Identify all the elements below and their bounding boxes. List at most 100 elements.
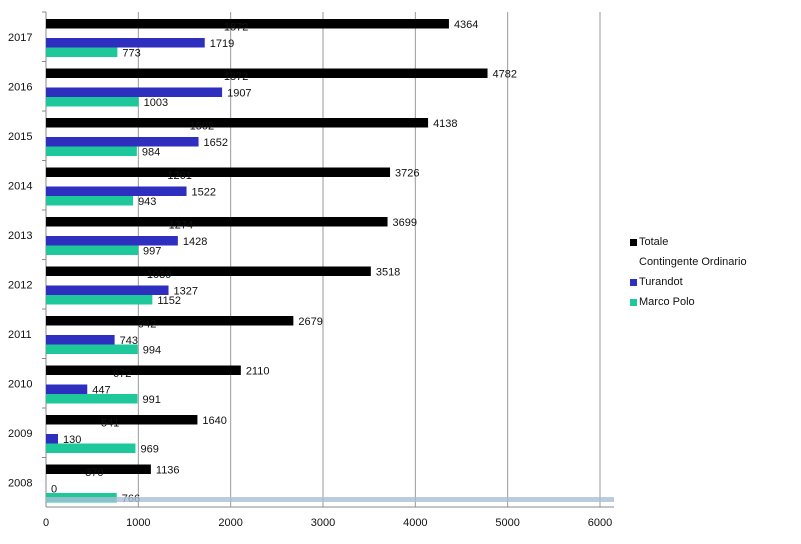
data-label: 1872 xyxy=(224,71,248,83)
legend-swatch xyxy=(630,298,637,306)
data-label: 942 xyxy=(138,319,156,331)
x-tick-label: 4000 xyxy=(403,517,427,529)
y-tick-label: 2017 xyxy=(8,32,32,44)
bar-marco-polo xyxy=(46,344,138,354)
bar-turandot xyxy=(46,38,205,48)
bar-marco-polo xyxy=(46,245,139,255)
data-label: 773 xyxy=(122,47,140,59)
bar-marco-polo xyxy=(46,443,136,453)
legend-label: Totale xyxy=(639,236,669,248)
legend-swatch xyxy=(630,238,637,246)
data-label: 1039 xyxy=(147,269,171,281)
y-tick-label: 2008 xyxy=(8,477,32,489)
data-label: 1428 xyxy=(183,236,207,248)
y-tick-label: 2015 xyxy=(8,131,32,143)
legend-item: Turandot xyxy=(630,272,747,292)
bar-turandot xyxy=(46,87,223,97)
legend-label: Marco Polo xyxy=(639,296,695,308)
bar-marco-polo xyxy=(46,47,118,57)
bar-totale xyxy=(46,316,294,326)
bar-marco-polo xyxy=(46,196,134,206)
bar-turandot xyxy=(46,285,169,295)
bar-totale xyxy=(46,118,429,128)
data-label: 541 xyxy=(101,418,119,430)
bar-totale xyxy=(46,68,488,78)
data-label: 4364 xyxy=(454,19,478,31)
y-tick-label: 2009 xyxy=(8,428,32,440)
bar-turandot xyxy=(46,335,115,345)
legend-item: Totale xyxy=(630,232,747,252)
data-label: 743 xyxy=(120,335,138,347)
data-label: 1502 xyxy=(190,121,214,133)
bar-marco-polo xyxy=(46,394,138,404)
data-label: 991 xyxy=(143,394,161,406)
bar-turandot xyxy=(46,434,59,444)
bar-turandot xyxy=(46,137,199,147)
x-tick-label: 0 xyxy=(43,517,49,529)
data-label: 2679 xyxy=(298,316,322,328)
data-label: 943 xyxy=(138,196,156,208)
data-label: 1872 xyxy=(224,22,248,34)
data-label: 1152 xyxy=(157,295,181,307)
bar-totale xyxy=(46,19,449,29)
y-tick-label: 2012 xyxy=(8,279,32,291)
data-label: 672 xyxy=(113,368,131,380)
bar-totale xyxy=(46,365,241,375)
legend-item: Contingente Ordinario xyxy=(630,252,747,272)
data-label: 370 xyxy=(85,467,103,479)
data-label: 969 xyxy=(140,443,158,455)
legend: Totale Contingente Ordinario Turandot Marco… xyxy=(630,232,747,312)
data-label: 1274 xyxy=(169,220,193,232)
bar-totale xyxy=(46,217,388,227)
bar-marco-polo xyxy=(46,295,153,305)
data-label: 994 xyxy=(143,344,161,356)
legend-swatch xyxy=(630,278,637,286)
data-label: 1327 xyxy=(174,285,198,297)
data-label: 3518 xyxy=(376,266,400,278)
y-tick-label: 2013 xyxy=(8,230,32,242)
y-tick-label: 2011 xyxy=(8,329,32,341)
data-label: 447 xyxy=(92,384,110,396)
data-label: 0 xyxy=(51,483,57,495)
data-label: 4782 xyxy=(493,68,517,80)
bar-turandot xyxy=(46,236,178,246)
legend-label: Turandot xyxy=(639,276,683,288)
data-label: 2110 xyxy=(246,365,270,377)
y-tick-label: 2016 xyxy=(8,81,32,93)
y-tick-label: 2014 xyxy=(8,180,32,192)
watermark-band xyxy=(46,497,614,502)
x-tick-label: 3000 xyxy=(311,517,335,529)
data-label: 1640 xyxy=(202,415,226,427)
bar-turandot xyxy=(46,186,187,196)
data-label: 3726 xyxy=(395,167,419,179)
data-label: 130 xyxy=(63,434,81,446)
y-tick-label: 2010 xyxy=(8,378,32,390)
legend-label: Contingente Ordinario xyxy=(639,256,747,268)
bar-marco-polo xyxy=(46,146,137,156)
data-label: 997 xyxy=(143,245,161,257)
data-label: 1522 xyxy=(192,186,216,198)
bar-turandot xyxy=(46,384,88,394)
data-label: 1719 xyxy=(210,38,234,50)
bar-marco-polo xyxy=(46,97,139,107)
bar-totale xyxy=(46,415,198,425)
x-tick-label: 2000 xyxy=(218,517,242,529)
data-label: 3699 xyxy=(393,217,417,229)
data-label: 1907 xyxy=(227,87,251,99)
data-label: 1261 xyxy=(167,170,191,182)
data-label: 4138 xyxy=(433,118,457,130)
bar-totale xyxy=(46,167,391,177)
x-tick-label: 6000 xyxy=(588,517,612,529)
bar-totale xyxy=(46,464,151,474)
bar-totale xyxy=(46,266,371,276)
legend-swatch xyxy=(630,258,637,266)
data-label: 1003 xyxy=(144,97,168,109)
x-tick-label: 1000 xyxy=(126,517,150,529)
legend-item: Marco Polo xyxy=(630,292,747,312)
data-label: 984 xyxy=(142,146,160,158)
x-tick-label: 5000 xyxy=(495,517,519,529)
data-label: 1136 xyxy=(156,464,180,476)
data-label: 1652 xyxy=(204,137,228,149)
